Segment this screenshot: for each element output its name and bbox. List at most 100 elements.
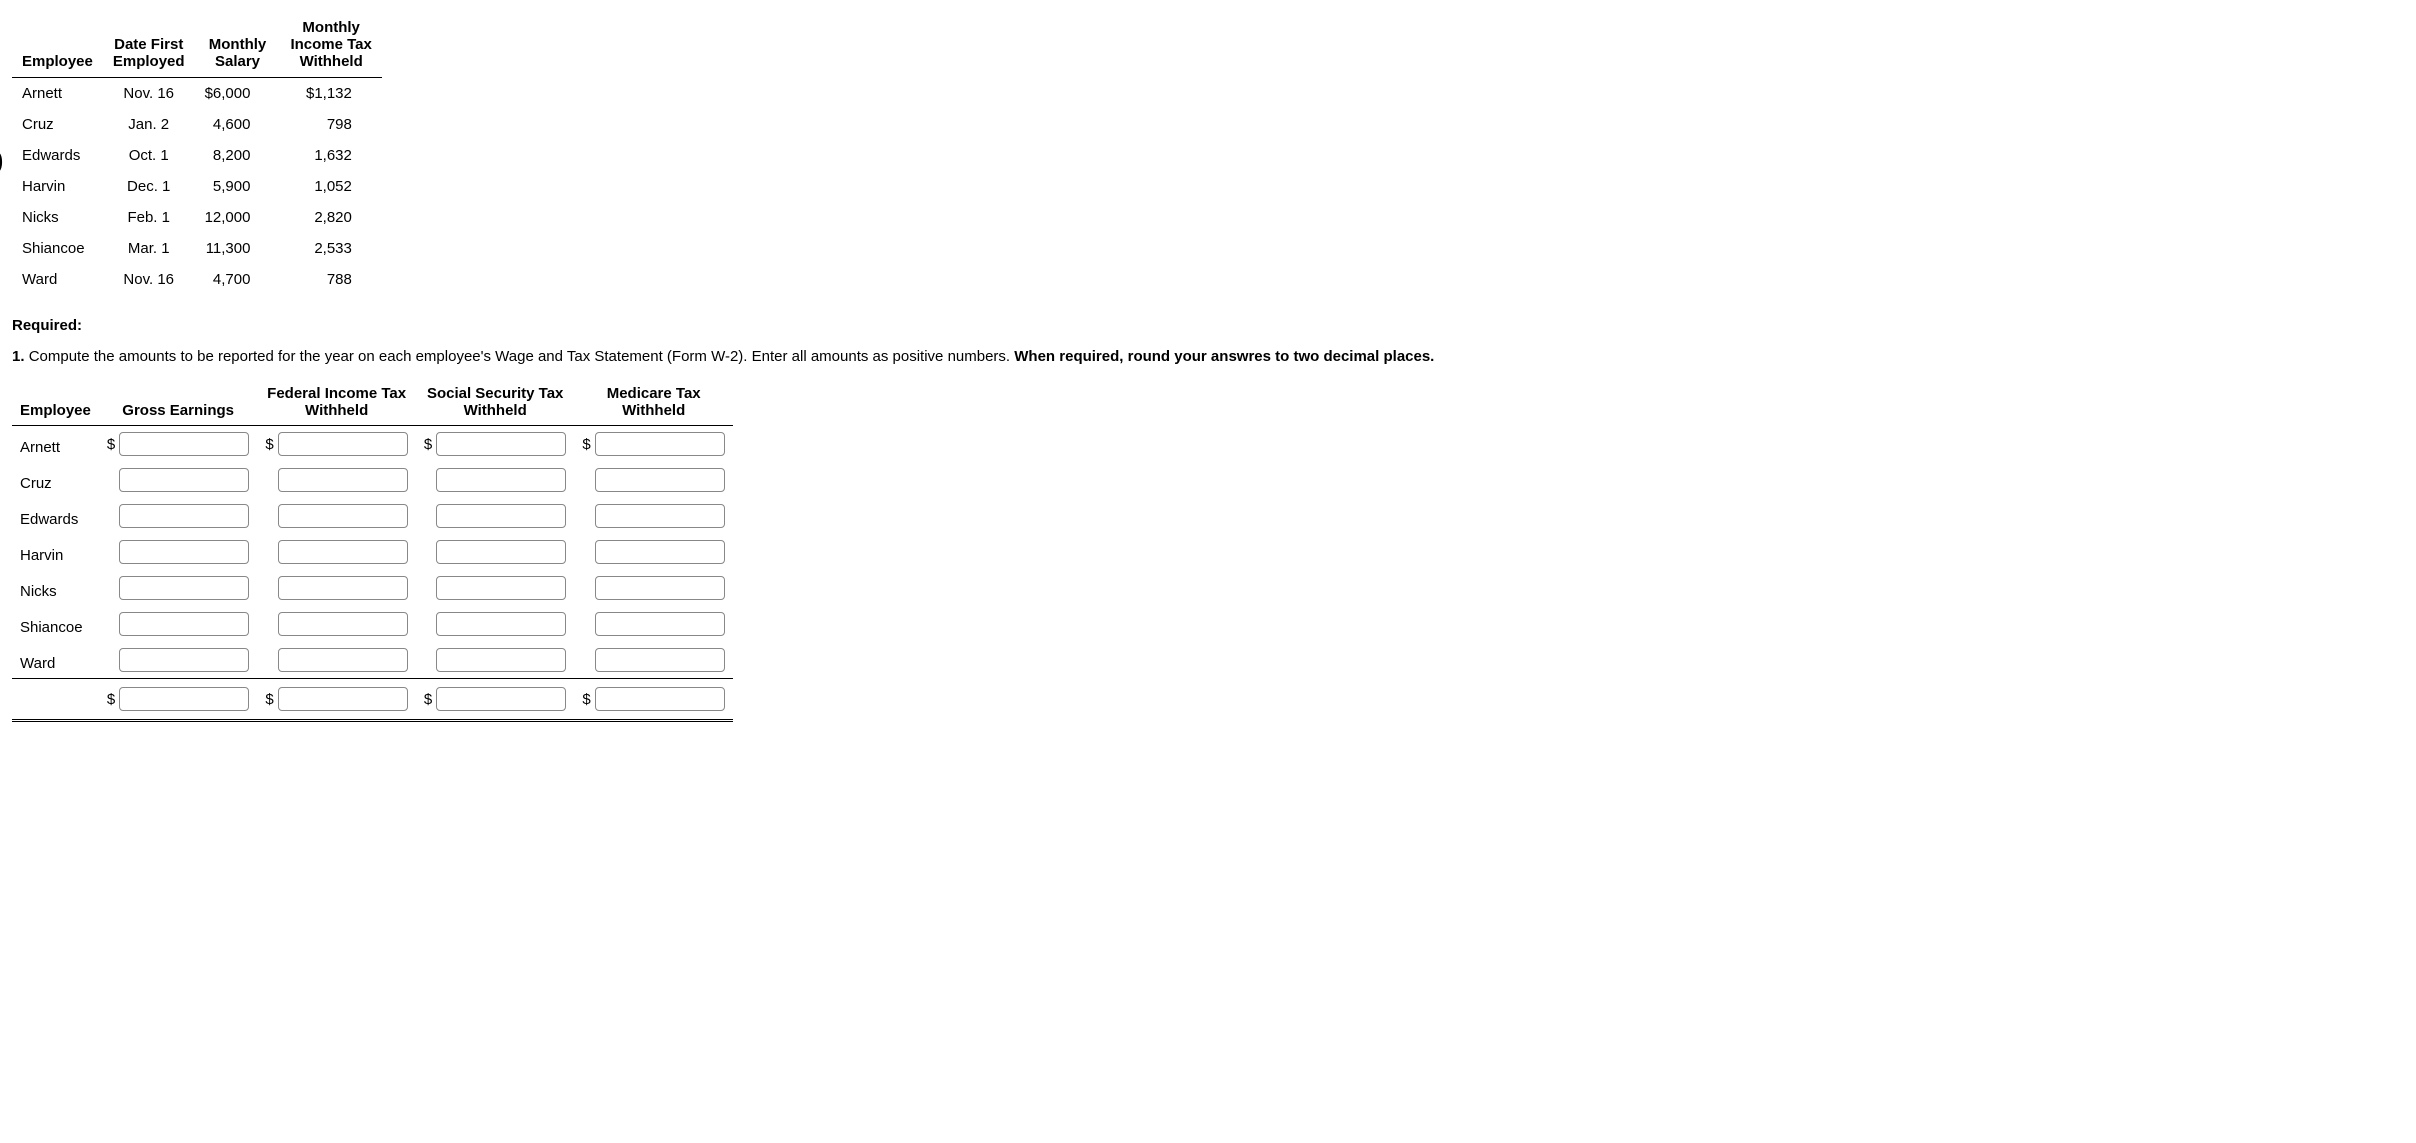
col2-header-federal: Federal Income Tax Withheld (257, 379, 416, 426)
cell-salary: 5,900 (195, 171, 281, 202)
cell-gross-earnings (99, 570, 258, 606)
federal-tax-input[interactable] (278, 468, 408, 492)
table-row: CruzJan. 24,600798 (12, 109, 382, 140)
federal-tax-input[interactable] (278, 576, 408, 600)
cell-ss-tax (416, 534, 575, 570)
cell-salary: $6,000 (195, 78, 281, 110)
cell-federal-tax (257, 570, 416, 606)
cell-salary: 11,300 (195, 233, 281, 264)
cell-employee: Arnett (12, 78, 103, 110)
cell-employee: Ward (12, 642, 99, 679)
cell-date: Feb. 1 (103, 202, 195, 233)
cell-employee: Shiancoe (12, 606, 99, 642)
federal-tax-total-input[interactable] (278, 687, 408, 711)
table-row: WardNov. 164,700788 (12, 264, 382, 295)
cell-ss-tax-total: $ (416, 679, 575, 721)
cell-salary: 4,700 (195, 264, 281, 295)
cell-employee: Edwards (12, 140, 103, 171)
cell-employee (12, 679, 99, 721)
cell-federal-tax-total: $ (257, 679, 416, 721)
cell-employee: Shiancoe (12, 233, 103, 264)
medicare-tax-total-input[interactable] (595, 687, 725, 711)
medicare-tax-input[interactable] (595, 576, 725, 600)
cell-salary: 4,600 (195, 109, 281, 140)
cell-federal-tax (257, 498, 416, 534)
cell-withheld: $1,132 (280, 78, 381, 110)
table-row: Arnett$ $ $ $ (12, 426, 733, 463)
table-row: Shiancoe (12, 606, 733, 642)
cell-gross-earnings (99, 606, 258, 642)
w2-entry-table: Employee Gross Earnings Federal Income T… (12, 379, 733, 722)
cell-employee: Arnett (12, 426, 99, 463)
table-row: Harvin (12, 534, 733, 570)
cell-medicare-tax-total: $ (574, 679, 733, 721)
cell-withheld: 2,533 (280, 233, 381, 264)
cell-date: Oct. 1 (103, 140, 195, 171)
instruction: 1. Compute the amounts to be reported fo… (12, 348, 2404, 365)
ss-tax-input[interactable] (436, 432, 566, 456)
ss-tax-total-input[interactable] (436, 687, 566, 711)
cell-federal-tax (257, 462, 416, 498)
medicare-tax-input[interactable] (595, 648, 725, 672)
medicare-tax-input[interactable] (595, 504, 725, 528)
instruction-number: 1. (12, 348, 25, 365)
medicare-tax-input[interactable] (595, 612, 725, 636)
cell-ss-tax (416, 642, 575, 679)
cell-ss-tax (416, 570, 575, 606)
medicare-tax-input[interactable] (595, 432, 725, 456)
federal-tax-input[interactable] (278, 612, 408, 636)
cell-employee: Nicks (12, 570, 99, 606)
cell-date: Dec. 1 (103, 171, 195, 202)
ss-tax-input[interactable] (436, 540, 566, 564)
cell-withheld: 788 (280, 264, 381, 295)
gross-earnings-input[interactable] (119, 576, 249, 600)
gross-earnings-input[interactable] (119, 612, 249, 636)
federal-tax-input[interactable] (278, 432, 408, 456)
cell-employee: Harvin (12, 171, 103, 202)
ss-tax-input[interactable] (436, 576, 566, 600)
gross-earnings-input[interactable] (119, 648, 249, 672)
table-row: HarvinDec. 15,9001,052 (12, 171, 382, 202)
gross-earnings-input[interactable] (119, 432, 249, 456)
table-row: ArnettNov. 16$6,000$1,132 (12, 78, 382, 110)
table-row: NicksFeb. 112,0002,820 (12, 202, 382, 233)
cell-gross-earnings (99, 534, 258, 570)
ss-tax-input[interactable] (436, 612, 566, 636)
instruction-bold: When required, round your answres to two… (1014, 348, 1434, 365)
col2-header-employee: Employee (12, 379, 99, 426)
gross-earnings-input[interactable] (119, 540, 249, 564)
gross-earnings-input[interactable] (119, 504, 249, 528)
table-row: EdwardsOct. 18,2001,632 (12, 140, 382, 171)
employee-salary-table: Employee Date First Employed Monthly Sal… (12, 12, 382, 295)
medicare-tax-input[interactable] (595, 468, 725, 492)
cell-ss-tax (416, 606, 575, 642)
cell-ss-tax: $ (416, 426, 575, 463)
medicare-tax-input[interactable] (595, 540, 725, 564)
federal-tax-input[interactable] (278, 504, 408, 528)
cell-date: Jan. 2 (103, 109, 195, 140)
cell-salary: 8,200 (195, 140, 281, 171)
cell-employee: Nicks (12, 202, 103, 233)
cell-gross-earnings (99, 462, 258, 498)
cell-gross-earnings (99, 642, 258, 679)
cell-gross-earnings: $ (99, 426, 258, 463)
cell-medicare-tax (574, 606, 733, 642)
cell-employee: Ward (12, 264, 103, 295)
cell-medicare-tax (574, 534, 733, 570)
cell-employee: Cruz (12, 462, 99, 498)
cell-gross-earnings-total: $ (99, 679, 258, 721)
col2-header-gross: Gross Earnings (99, 379, 258, 426)
federal-tax-input[interactable] (278, 540, 408, 564)
required-label: Required: (12, 317, 2404, 334)
ss-tax-input[interactable] (436, 468, 566, 492)
cell-employee: Edwards (12, 498, 99, 534)
table-row: ShiancoeMar. 111,3002,533 (12, 233, 382, 264)
cell-medicare-tax (574, 498, 733, 534)
federal-tax-input[interactable] (278, 648, 408, 672)
gross-earnings-total-input[interactable] (119, 687, 249, 711)
cell-date: Nov. 16 (103, 78, 195, 110)
ss-tax-input[interactable] (436, 648, 566, 672)
ss-tax-input[interactable] (436, 504, 566, 528)
gross-earnings-input[interactable] (119, 468, 249, 492)
cell-federal-tax: $ (257, 426, 416, 463)
